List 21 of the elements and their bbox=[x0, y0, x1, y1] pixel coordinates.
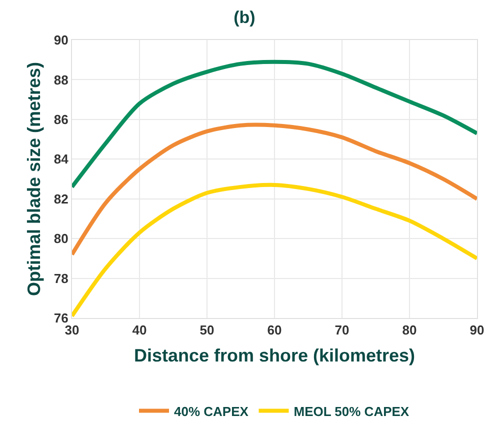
x-tick-label: 70 bbox=[334, 322, 350, 338]
y-tick-label: 82 bbox=[54, 191, 68, 206]
y-tick-label: 86 bbox=[54, 112, 68, 127]
x-tick-label: 60 bbox=[267, 322, 282, 338]
y-tick-label: 84 bbox=[54, 152, 70, 167]
legend-label: 40% CAPEX bbox=[174, 404, 249, 419]
y-axis-title: Optimal blade size (metres) bbox=[24, 62, 44, 296]
x-tick-label: 50 bbox=[200, 322, 214, 338]
x-axis-title: Distance from shore (kilometres) bbox=[134, 346, 416, 366]
legend-label: MEOL 50% CAPEX bbox=[294, 404, 410, 419]
y-tick-label: 90 bbox=[54, 32, 68, 48]
x-tick-label: 40 bbox=[132, 322, 147, 338]
chart-title: (b) bbox=[234, 8, 256, 27]
line-series bbox=[72, 60, 477, 189]
y-tick-label: 78 bbox=[54, 270, 68, 286]
line-series bbox=[72, 122, 477, 256]
y-tick-label: 88 bbox=[54, 72, 68, 88]
y-tick-label: 80 bbox=[54, 231, 68, 246]
x-tick-label: 90 bbox=[470, 322, 484, 338]
x-tick-label: 80 bbox=[402, 322, 417, 338]
line-series bbox=[72, 182, 477, 318]
